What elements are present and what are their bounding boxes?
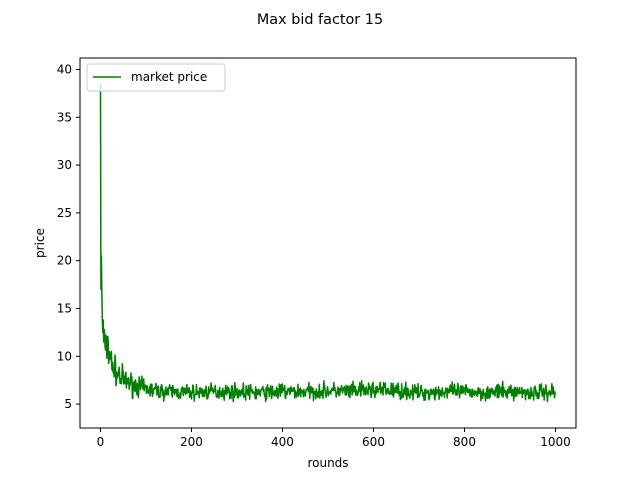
y-axis-label: price [33,228,47,258]
y-tick-label: 10 [57,349,72,363]
y-tick-label: 30 [57,158,72,172]
y-tick-label: 25 [57,206,72,220]
legend-box [86,63,226,92]
x-tick-label: 600 [362,435,385,449]
legend-label: market price [131,70,207,84]
x-tick-label: 800 [453,435,476,449]
series-line-market-price [99,83,557,403]
chart-title: Max bid factor 15 [257,12,383,28]
x-axis-label: rounds [307,456,348,470]
x-tick-label: 0 [97,435,105,449]
x-tick-label: 400 [271,435,294,449]
x-tick-label: 1000 [540,435,571,449]
y-tick-label: 15 [57,301,72,315]
y-tick-label: 40 [57,62,72,76]
y-tick-label: 35 [57,110,72,124]
x-axis: 0 200 400 600 800 1000 [97,428,571,449]
plot-area [99,83,557,403]
legend: market price [86,63,226,92]
y-tick-label: 20 [57,254,72,268]
x-tick-label: 200 [180,435,203,449]
axes-frame [79,57,577,429]
y-axis: 5 10 15 20 25 30 35 40 [57,62,80,411]
y-tick-label: 5 [64,397,72,411]
